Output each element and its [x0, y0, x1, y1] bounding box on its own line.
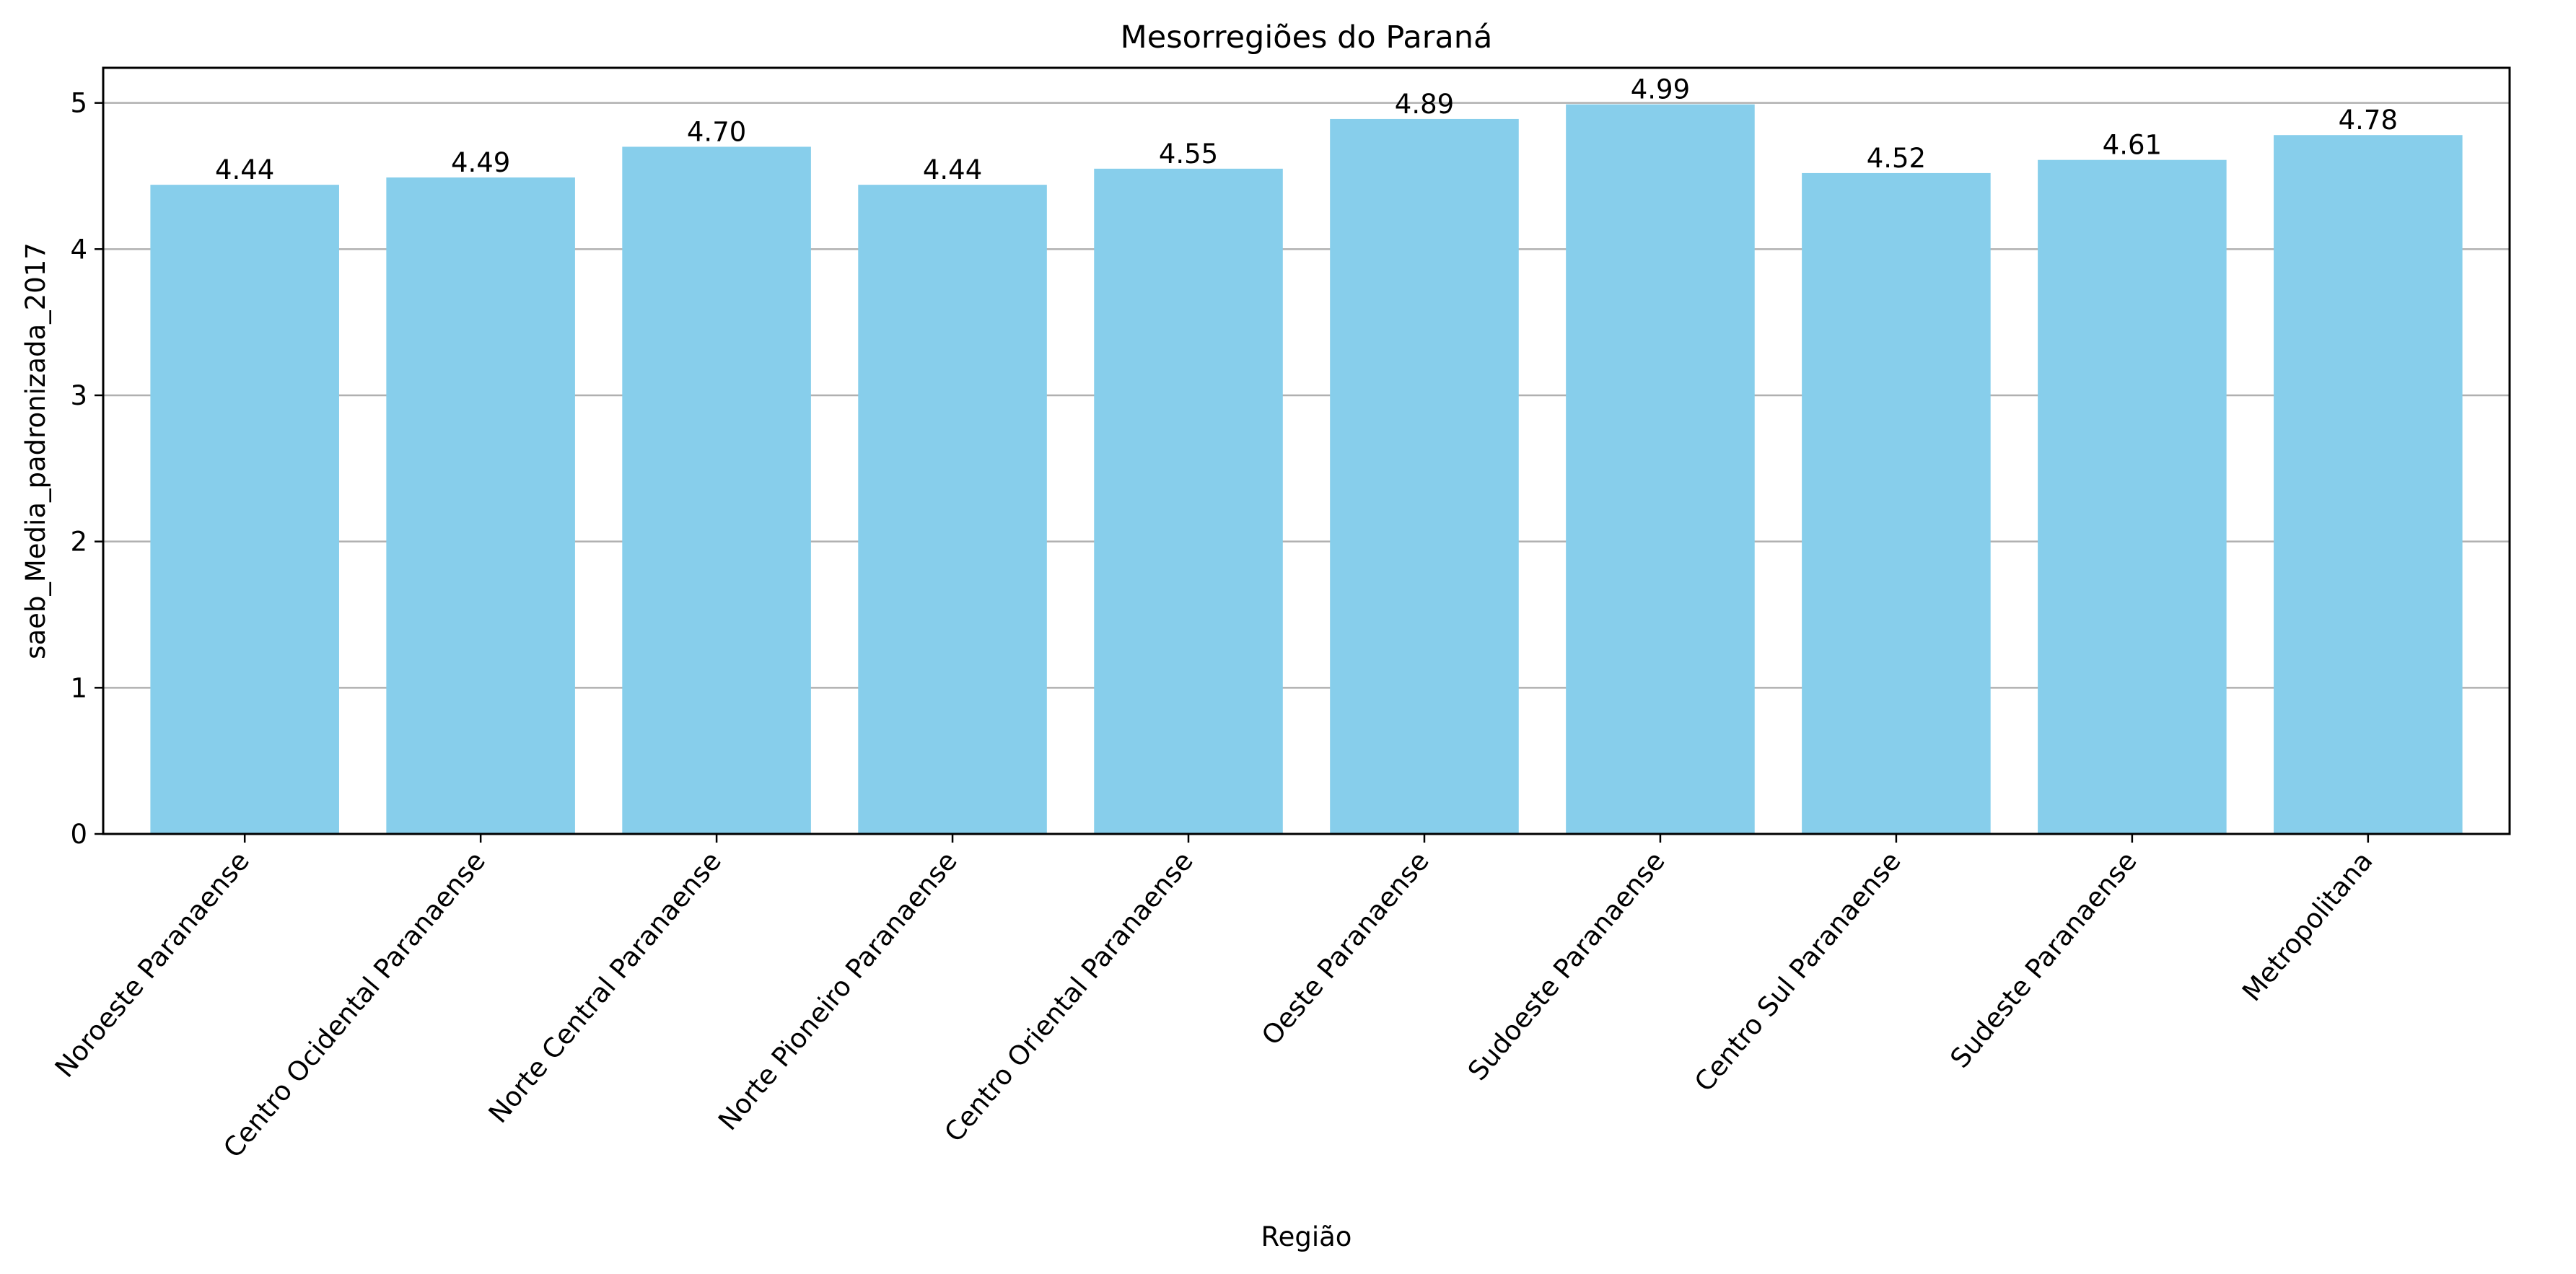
bar	[1094, 168, 1283, 834]
x-tick-label: Oeste Paranaense	[1256, 845, 1435, 1051]
bar-value-label: 4.44	[923, 154, 982, 185]
bar	[622, 146, 811, 834]
y-tick-label: 2	[70, 527, 87, 558]
x-tick-label: Noroeste Paranaense	[49, 845, 255, 1083]
x-tick-label: Sudeste Paranaense	[1944, 845, 2142, 1074]
y-tick-label: 0	[70, 819, 87, 850]
bar-value-label: 4.49	[451, 147, 510, 178]
y-axis-label: saeb_Media_padronizada_2017	[20, 242, 51, 659]
x-axis-label: Região	[1261, 1221, 1352, 1252]
bar	[1566, 104, 1755, 834]
bar	[2038, 159, 2227, 834]
bar-value-label: 4.70	[687, 116, 746, 147]
x-tick-label: Norte Pioneiro Paranaense	[712, 845, 963, 1136]
x-tick-label: Norte Central Paranaense	[483, 845, 727, 1129]
x-tick-label: Metropolitana	[2236, 845, 2379, 1007]
bar-value-label: 4.44	[215, 154, 274, 185]
bar	[858, 185, 1047, 834]
bar	[1330, 118, 1519, 834]
x-tick-label: Centro Oriental Paranaense	[939, 845, 1199, 1148]
y-tick-label: 4	[70, 234, 87, 265]
bars	[150, 104, 2463, 835]
y-tick-label: 1	[70, 672, 87, 703]
bar-value-label: 4.55	[1159, 139, 1218, 170]
bar-value-label: 4.78	[2339, 105, 2398, 136]
y-tick-label: 5	[70, 88, 87, 119]
x-tick-label: Centro Sul Paranaense	[1688, 845, 1907, 1097]
bar-value-label: 4.89	[1395, 89, 1454, 120]
bar-value-label: 4.61	[2103, 130, 2162, 161]
data-labels: 4.44 4.49 4.70 4.44 4.55 4.89 4.99 4.52 4.61 4.78	[215, 74, 2398, 185]
bar	[2274, 135, 2463, 834]
bar	[150, 185, 339, 834]
bar-value-label: 4.99	[1631, 74, 1690, 105]
x-tick-label: Sudoeste Paranaense	[1462, 845, 1671, 1086]
plot-area-frame	[102, 66, 2511, 835]
bar	[1802, 172, 1991, 835]
chart-title: Mesorregiões do Paraná	[1121, 19, 1493, 56]
x-tick-label: Centro Ocidental Paranaense	[217, 845, 491, 1164]
y-tick-label: 3	[70, 380, 87, 411]
bar-value-label: 4.52	[1867, 143, 1926, 174]
bar	[386, 177, 575, 835]
y-axis: 0 1 2 3 4 5	[70, 88, 103, 850]
